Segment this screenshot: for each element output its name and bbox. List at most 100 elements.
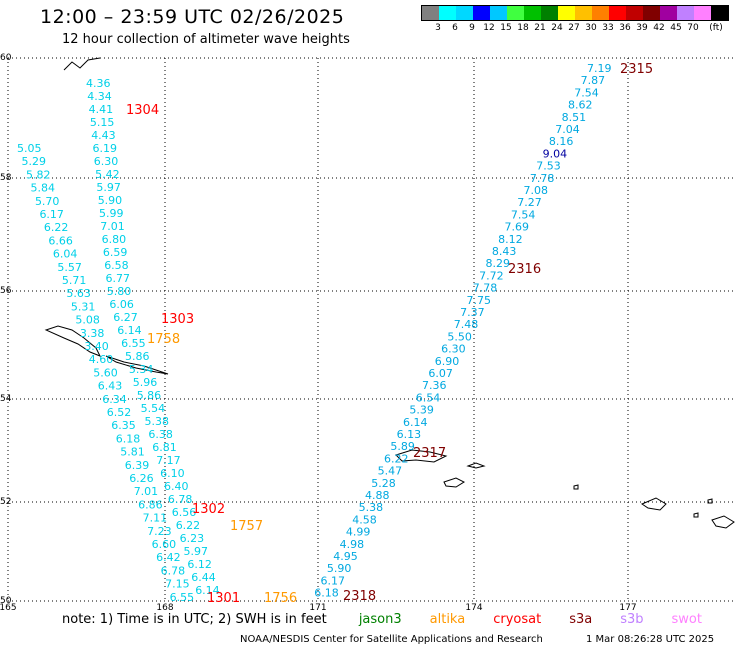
legend-swatch	[711, 6, 728, 20]
wave-height-value: 6.27	[113, 311, 138, 324]
wave-height-value: 4.88	[365, 489, 390, 502]
coastline-rat-island	[711, 515, 735, 529]
wave-height-value: 7.01	[134, 485, 159, 498]
satellite-swot: swot	[671, 612, 702, 627]
wave-height-value: 6.34	[102, 393, 127, 406]
wave-height-value: 6.52	[107, 406, 132, 419]
wave-height-value: 5.28	[371, 477, 396, 490]
wave-height-value: 4.98	[340, 538, 365, 551]
wave-height-value: 7.27	[517, 196, 542, 209]
satellite-legend: jason3 altika cryosat s3a s3b swot	[331, 612, 702, 627]
longitude-label: 171	[309, 603, 326, 613]
note-text: note: 1) Time is in UTC; 2) SWH is in fe…	[62, 612, 327, 627]
pass-time-label: 2317	[413, 446, 446, 461]
wave-height-value: 7.37	[460, 306, 485, 319]
legend-swatch	[473, 6, 490, 20]
wave-height-value: 6.43	[98, 380, 123, 393]
wave-height-value: 6.55	[170, 591, 195, 604]
wave-height-value: 6.17	[39, 208, 64, 221]
altimeter-tracks: 4.364.344.415.154.436.196.305.425.975.90…	[17, 62, 612, 604]
wave-height-value: 7.48	[454, 318, 479, 331]
legend-label: 9	[469, 23, 475, 33]
wave-height-value: 5.70	[35, 195, 60, 208]
wave-height-value: 6.22	[176, 519, 201, 532]
wave-height-value: 7.72	[479, 269, 504, 282]
wave-height-value: 5.57	[57, 261, 82, 274]
wave-height-value: 5.60	[93, 366, 118, 379]
wave-height-value: 5.38	[145, 415, 170, 428]
legend-color-bar	[421, 5, 729, 21]
wave-height-value: 7.04	[555, 123, 580, 136]
wave-height-value: 4.99	[346, 526, 371, 539]
legend-swatch	[575, 6, 592, 20]
pass-time-label: 1758	[147, 332, 180, 347]
legend-label: 24	[551, 23, 563, 33]
wave-height-value: 6.58	[104, 259, 129, 272]
legend-swatch	[643, 6, 660, 20]
legend-swatch	[626, 6, 643, 20]
longitude-labels: 165 168 171 174 177	[0, 603, 637, 613]
wave-height-value: 5.50	[447, 330, 472, 343]
pass-time-label: 1304	[126, 103, 159, 118]
wave-height-value: 5.86	[137, 389, 162, 402]
wave-height-value: 6.06	[109, 298, 133, 311]
wave-height-value: 5.89	[390, 440, 415, 453]
wave-height-value: 6.35	[111, 419, 136, 432]
wave-height-value: 6.30	[94, 155, 119, 168]
wave-height-value: 3.38	[80, 327, 105, 340]
wave-height-value: 6.17	[321, 574, 346, 587]
wave-height-value: 7.78	[473, 282, 498, 295]
wave-height-value: 6.38	[148, 428, 173, 441]
wave-height-value: 6.18	[314, 587, 339, 600]
coastline-bering-island	[44, 325, 102, 357]
wave-height-value: 8.43	[492, 245, 516, 258]
timestamp-text: 1 Mar 08:26:28 UTC 2025	[586, 634, 715, 645]
legend-swatch	[541, 6, 558, 20]
map-title: 12:00 – 23:59 UTC 02/26/2025	[40, 6, 345, 28]
wave-height-value: 6.66	[48, 234, 73, 247]
wave-height-value: 6.80	[102, 233, 127, 246]
wave-height-value: 7.54	[511, 208, 536, 221]
pass-time-label: 2315	[620, 62, 653, 77]
latitude-labels: 60 58 56 54 52 50	[0, 53, 12, 606]
latitude-label: 54	[0, 394, 12, 404]
wave-height-value: 7.23	[147, 525, 172, 538]
satellite-cryosat: cryosat	[493, 612, 542, 627]
legend-swatch	[660, 6, 677, 20]
legend-label: 33	[602, 23, 614, 33]
pass-labels: 1304 1303 1758 1302 1757 1301 1756 2318 2317 2316…	[126, 62, 653, 606]
wave-height-value: 4.58	[352, 513, 377, 526]
wave-height-value: 7.75	[466, 294, 491, 307]
pass-time-label: 1757	[230, 519, 263, 534]
legend-label: 27	[568, 23, 580, 33]
wave-height-value: 8.16	[549, 135, 574, 148]
wave-height-value: 6.78	[161, 564, 186, 577]
wave-height-value: 6.90	[435, 355, 460, 368]
wave-height-value: 6.56	[172, 506, 197, 519]
wave-height-value: 6.77	[106, 272, 131, 285]
wave-height-value: 6.14	[117, 324, 142, 337]
pass-time-label: 1301	[207, 591, 240, 606]
legend-label: 36	[619, 23, 631, 33]
wave-height-value: 5.80	[107, 285, 132, 298]
wave-height-value: 8.51	[562, 111, 587, 124]
wave-height-value: 5.86	[125, 350, 150, 363]
legend-label: (ft)	[709, 23, 723, 33]
wave-height-value: 6.13	[397, 428, 422, 441]
wave-height-value: 6.12	[187, 558, 212, 571]
wave-height-value: 5.05	[17, 142, 42, 155]
coastline-islet-2	[693, 512, 699, 518]
wave-height-value: 9.04	[543, 147, 568, 160]
legend-swatch	[422, 6, 439, 20]
map-subtitle: 12 hour collection of altimeter wave hei…	[62, 32, 350, 47]
wave-height-value: 5.38	[359, 501, 384, 514]
wave-height-value: 6.42	[156, 551, 181, 564]
legend-label: 30	[585, 23, 597, 33]
satellite-s3b: s3b	[620, 612, 644, 627]
wave-height-value: 7.54	[574, 86, 599, 99]
satellite-jason3: jason3	[358, 612, 402, 627]
coastline-islet-1	[573, 484, 579, 490]
wave-height-value: 8.12	[498, 233, 522, 246]
wave-height-value: 6.40	[164, 480, 189, 493]
wave-height-value: 5.42	[95, 168, 120, 181]
